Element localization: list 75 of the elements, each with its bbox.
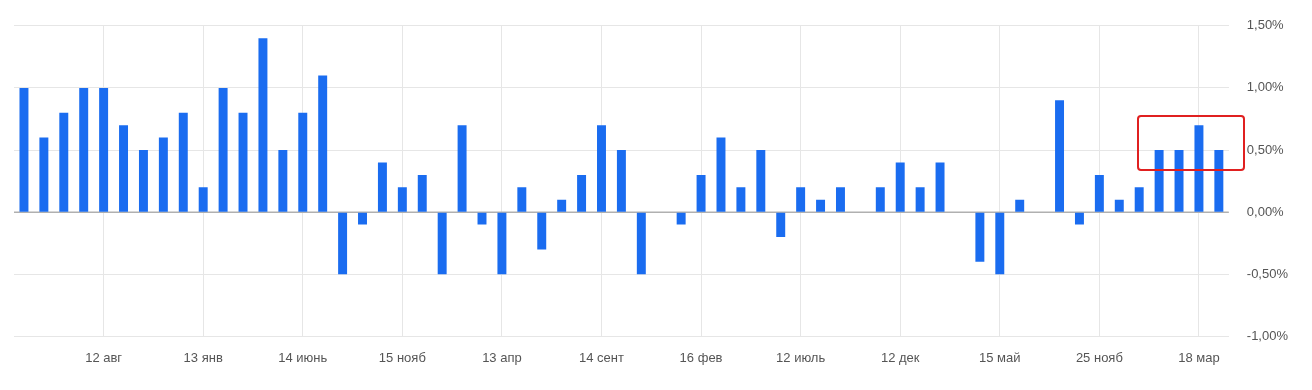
- bar: [995, 212, 1005, 275]
- bar: [736, 187, 746, 212]
- x-tick-label: 14 сент: [579, 349, 624, 365]
- x-tick-label: 15 май: [979, 349, 1021, 365]
- bar: [816, 199, 826, 212]
- bar: [178, 112, 188, 212]
- y-tick-label: 1,00%: [1246, 79, 1285, 95]
- y-tick-label: 1,50%: [1246, 17, 1285, 33]
- x-tick-label: 12 авг: [85, 349, 123, 365]
- bar: [1194, 125, 1204, 212]
- bar: [417, 174, 427, 212]
- bar: [517, 187, 527, 212]
- x-tick-label: 18 мар: [1178, 349, 1220, 365]
- bar: [298, 112, 308, 212]
- bar: [616, 150, 626, 212]
- bar: [218, 87, 228, 212]
- bar: [776, 212, 786, 238]
- bar: [1214, 150, 1224, 212]
- bar: [358, 212, 367, 225]
- y-tick-label: 0,50%: [1246, 141, 1285, 157]
- bar: [895, 162, 905, 212]
- bar: [119, 125, 129, 212]
- bar: [497, 212, 507, 275]
- bar: [696, 174, 706, 212]
- bar: [39, 137, 49, 212]
- bar: [935, 162, 945, 212]
- bar: [975, 212, 985, 262]
- y-tick-label: -0,50%: [1246, 265, 1289, 281]
- bar: [457, 125, 467, 212]
- bar: [79, 87, 89, 212]
- bar: [19, 87, 29, 212]
- x-tick-label: 13 янв: [183, 349, 223, 365]
- x-tick-label: 13 апр: [482, 349, 522, 365]
- bar: [537, 212, 547, 250]
- x-tick-label: 16 фев: [679, 349, 723, 365]
- bar: [1094, 174, 1104, 212]
- bar: [915, 187, 925, 212]
- bar: [557, 199, 567, 212]
- bar: [437, 212, 447, 275]
- bar: [676, 212, 686, 225]
- bar: [1154, 150, 1164, 212]
- y-tick-label: 0,00%: [1246, 203, 1285, 219]
- bar: [1055, 100, 1065, 212]
- x-tick-label: 12 дек: [880, 349, 920, 365]
- bar: [158, 137, 168, 212]
- bar: [756, 150, 766, 212]
- bar: [238, 112, 248, 212]
- bar: [716, 137, 726, 212]
- bar: [636, 212, 646, 275]
- y-tick-label: -1,00%: [1246, 327, 1289, 343]
- bar: [198, 187, 208, 212]
- bar: [377, 162, 387, 212]
- x-tick-label: 14 июнь: [278, 349, 328, 365]
- bar: [1134, 187, 1144, 212]
- bar: [138, 150, 148, 212]
- bar: [1114, 199, 1124, 212]
- bar: [258, 38, 268, 212]
- x-tick-label: 15 нояб: [378, 349, 426, 365]
- bar: [59, 112, 69, 212]
- bar: [338, 212, 348, 275]
- bar: [278, 150, 288, 212]
- bar: [477, 212, 487, 225]
- bar: [1074, 212, 1084, 225]
- x-tick-label: 12 июль: [776, 349, 826, 365]
- bar: [597, 125, 606, 212]
- bar: [1015, 199, 1025, 212]
- bar: [99, 87, 109, 212]
- bar: [796, 187, 806, 212]
- bar: [835, 187, 845, 212]
- bar: [1174, 150, 1184, 212]
- bar: [577, 174, 587, 212]
- x-tick-label: 25 нояб: [1075, 349, 1123, 365]
- bar: [397, 187, 407, 212]
- bar: [875, 187, 885, 212]
- bar: [318, 75, 328, 212]
